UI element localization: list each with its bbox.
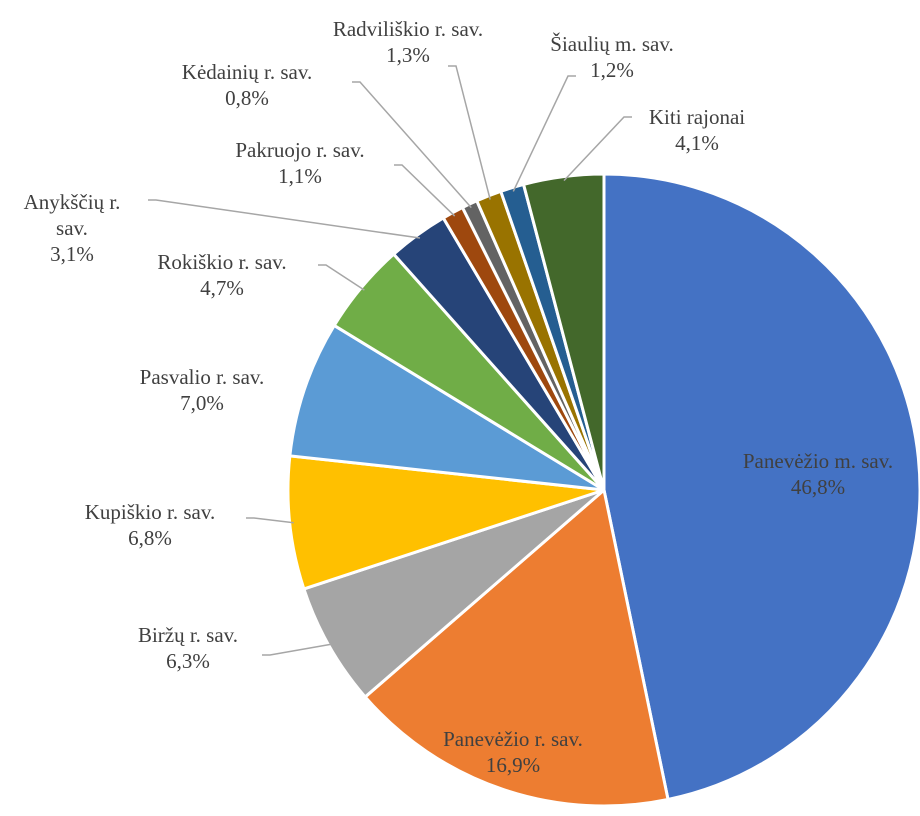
category-label: Panevėžio m. sav.: [742, 449, 894, 473]
leader-line: [352, 81, 472, 209]
leader-line: [448, 65, 491, 200]
leader-line: [563, 116, 632, 182]
pie-slice: [521, 172, 606, 491]
category-label: Kupiškio r. sav.: [84, 500, 216, 524]
pie-slice: [288, 323, 605, 492]
category-label: Šiaulių m. sav.: [550, 32, 674, 56]
value-label: 1,3%: [386, 43, 430, 67]
value-label: 16,9%: [485, 753, 541, 777]
data-label: Šiaulių m. sav. 1,2%: [550, 31, 673, 83]
data-label: Panevėžio r. sav. 16,9%: [443, 726, 583, 778]
data-label: Radviliškio r. sav. 1,3%: [333, 16, 483, 68]
category-label: Pakruojo r. sav.: [235, 138, 365, 162]
pie-slice: [302, 488, 605, 700]
value-label: 0,8%: [225, 86, 269, 110]
category-label: Biržų r. sav.: [137, 623, 239, 647]
data-label: Panevėžio m. sav. 46,8%: [743, 448, 893, 500]
category-label: Anykščių r. sav.: [23, 190, 121, 240]
pie-slice: [363, 487, 670, 808]
pie-slice: [286, 454, 605, 591]
leader-line: [512, 75, 576, 192]
value-label: 6,3%: [166, 649, 210, 673]
leader-line: [394, 164, 456, 217]
data-label: Pasvalio r. sav. 7,0%: [140, 364, 265, 416]
data-label: Kėdainių r. sav. 0,8%: [182, 59, 312, 111]
category-label: Panevėžio r. sav.: [443, 727, 583, 751]
value-label: 6,8%: [128, 526, 172, 550]
category-label: Pasvalio r. sav.: [139, 365, 265, 389]
category-label: Radviliškio r. sav.: [332, 17, 484, 41]
value-label: 1,2%: [590, 58, 634, 82]
value-label: 3,1%: [50, 242, 94, 266]
leader-line: [262, 643, 333, 656]
value-label: 7,0%: [180, 391, 224, 415]
data-label: Kiti rajonai 4,1%: [649, 104, 745, 156]
data-label: Pakruojo r. sav. 1,1%: [235, 137, 364, 189]
value-label: 4,7%: [200, 276, 244, 300]
data-label: Anykščių r. sav. 3,1%: [7, 189, 137, 267]
value-label: 1,1%: [278, 164, 322, 188]
pie-slice: [602, 172, 920, 802]
leader-line: [246, 517, 294, 524]
value-label: 4,1%: [675, 131, 719, 155]
category-label: Kiti rajonai: [648, 105, 746, 129]
category-label: Rokiškio r. sav.: [157, 250, 287, 274]
leader-line: [318, 264, 365, 291]
data-label: Biržų r. sav. 6,3%: [138, 622, 238, 674]
category-label: Kėdainių r. sav.: [181, 60, 313, 84]
leader-line: [148, 199, 421, 239]
data-label: Rokiškio r. sav. 4,7%: [157, 249, 286, 301]
value-label: 46,8%: [790, 475, 846, 499]
data-label: Kupiškio r. sav. 6,8%: [85, 499, 215, 551]
